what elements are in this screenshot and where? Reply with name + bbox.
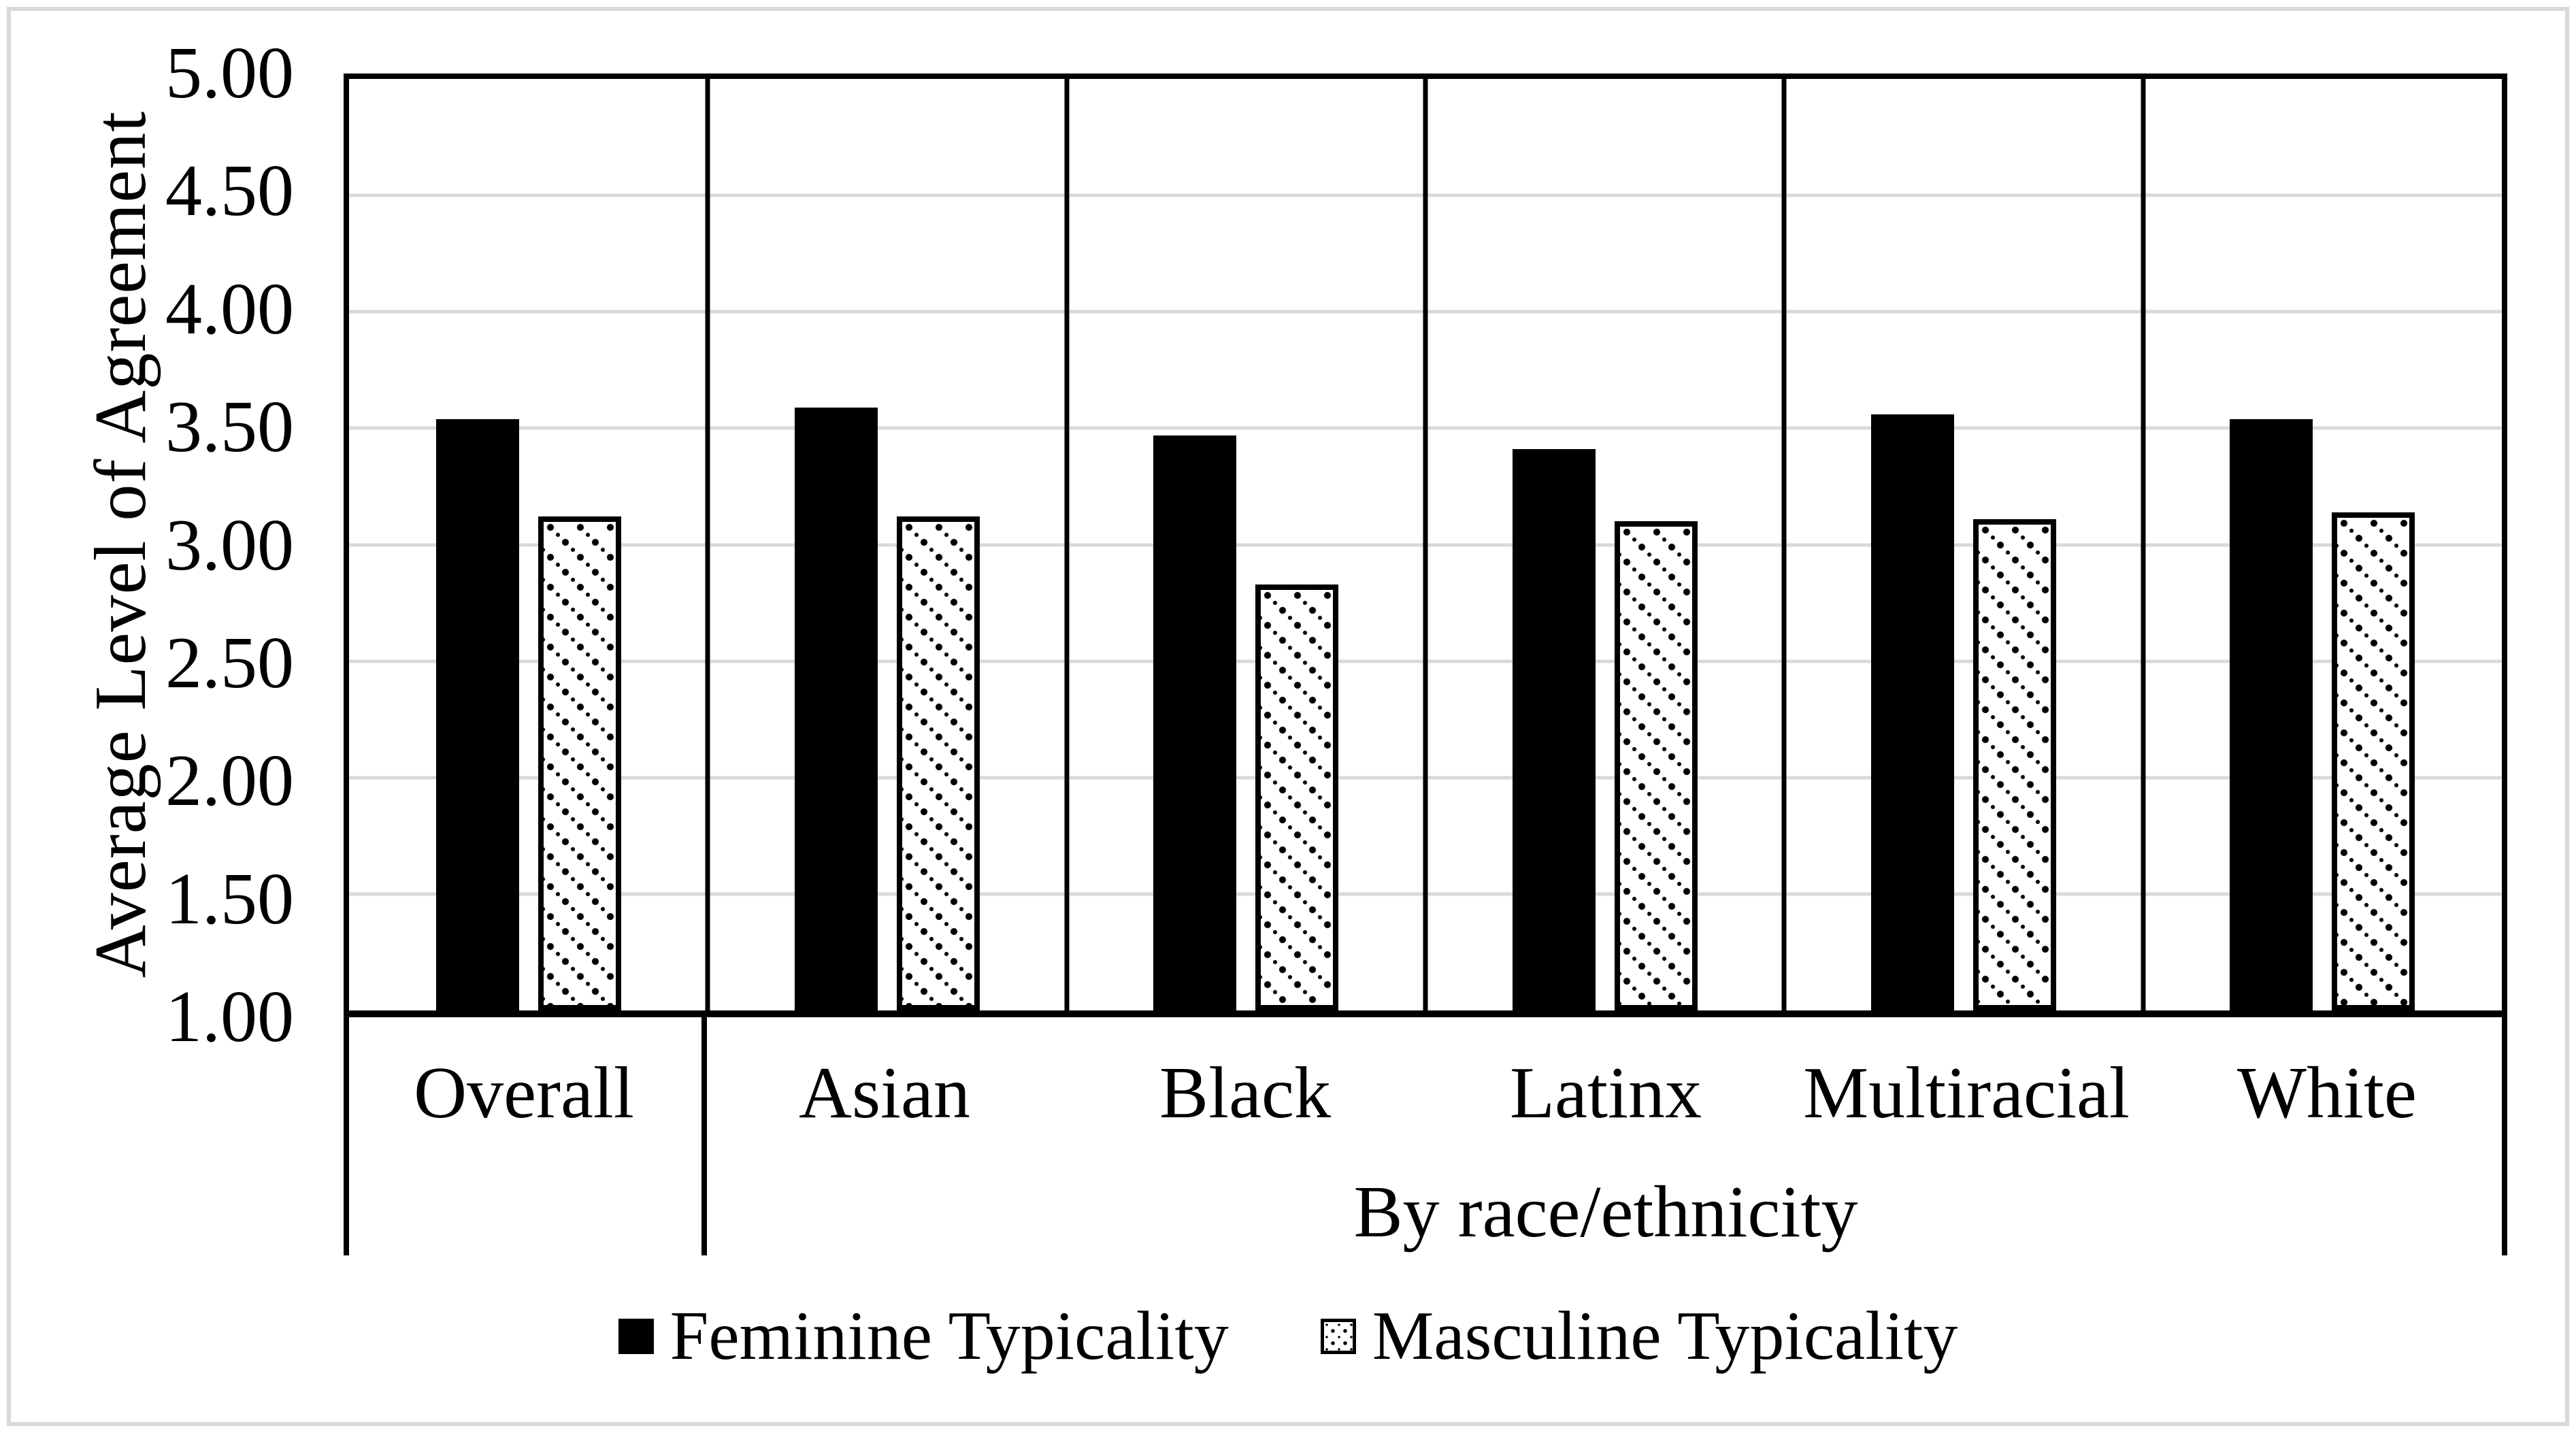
bar-masculine-typicality-white — [2332, 512, 2415, 1010]
legend: Feminine Typicality Masculine Typicality — [0, 1298, 2576, 1374]
legend-label: Feminine Typicality — [670, 1298, 1229, 1374]
y-tick-label: 1.50 — [165, 858, 294, 940]
category-separator — [705, 79, 710, 1010]
legend-item-feminine-typicality: Feminine Typicality — [618, 1298, 1229, 1374]
solid-square-icon — [618, 1319, 654, 1354]
bar-feminine-typicality-black — [1153, 435, 1237, 1010]
category-separator — [1064, 79, 1070, 1010]
y-axis-ticks: 5.00 4.50 4.00 3.50 3.00 2.50 2.00 1.50 1.00 — [0, 37, 294, 1054]
category-separator — [2141, 79, 2146, 1010]
x-label-overall: Overall — [414, 1053, 634, 1134]
category-separator — [1423, 79, 1428, 1010]
legend-item-masculine-typicality: Masculine Typicality — [1320, 1298, 1958, 1374]
bar-group-latinx — [1425, 79, 1784, 1010]
axis-stub-left — [344, 1017, 349, 1255]
bar-group-black — [1067, 79, 1425, 1010]
x-label-white: White — [2237, 1053, 2417, 1134]
bar-group-multiracial — [1784, 79, 2143, 1010]
y-tick-label: 2.00 — [165, 740, 294, 822]
y-tick-label: 4.50 — [165, 150, 294, 232]
bar-masculine-typicality-overall — [538, 516, 621, 1010]
y-tick-label: 3.50 — [165, 386, 294, 468]
category-separator — [1781, 79, 1787, 1010]
bar-feminine-typicality-multiracial — [1870, 414, 1954, 1010]
bar-groups — [349, 79, 2502, 1010]
bar-feminine-typicality-white — [2230, 418, 2313, 1010]
x-axis-group-title: By race/ethnicity — [1353, 1172, 1858, 1253]
bar-masculine-typicality-latinx — [1614, 521, 1698, 1010]
axis-stub-right — [2502, 1017, 2507, 1255]
y-tick-label: 2.50 — [165, 622, 294, 704]
y-tick-label: 3.00 — [165, 504, 294, 586]
legend-label: Masculine Typicality — [1372, 1298, 1958, 1374]
y-tick-label: 4.00 — [165, 268, 294, 350]
x-axis-category-labels: Overall Asian Black Latinx Multiracial White — [344, 1046, 2507, 1141]
bar-feminine-typicality-overall — [435, 418, 519, 1010]
x-label-black: Black — [1159, 1053, 1331, 1134]
bar-masculine-typicality-asian — [896, 516, 980, 1010]
axis-stub-overall-divider — [701, 1017, 707, 1255]
dotted-square-icon — [1320, 1319, 1356, 1354]
bar-group-white — [2143, 79, 2502, 1010]
x-label-multiracial: Multiracial — [1803, 1053, 2130, 1134]
plot-area — [344, 73, 2507, 1017]
bar-feminine-typicality-asian — [794, 407, 878, 1010]
x-label-asian: Asian — [799, 1053, 970, 1134]
x-label-latinx: Latinx — [1510, 1053, 1702, 1134]
bar-feminine-typicality-latinx — [1512, 449, 1596, 1010]
bar-group-overall — [349, 79, 708, 1010]
y-tick-label: 1.00 — [165, 976, 294, 1057]
bar-masculine-typicality-black — [1255, 584, 1339, 1010]
bar-masculine-typicality-multiracial — [1972, 518, 2056, 1010]
y-tick-label: 5.00 — [165, 33, 294, 114]
bar-group-asian — [708, 79, 1066, 1010]
